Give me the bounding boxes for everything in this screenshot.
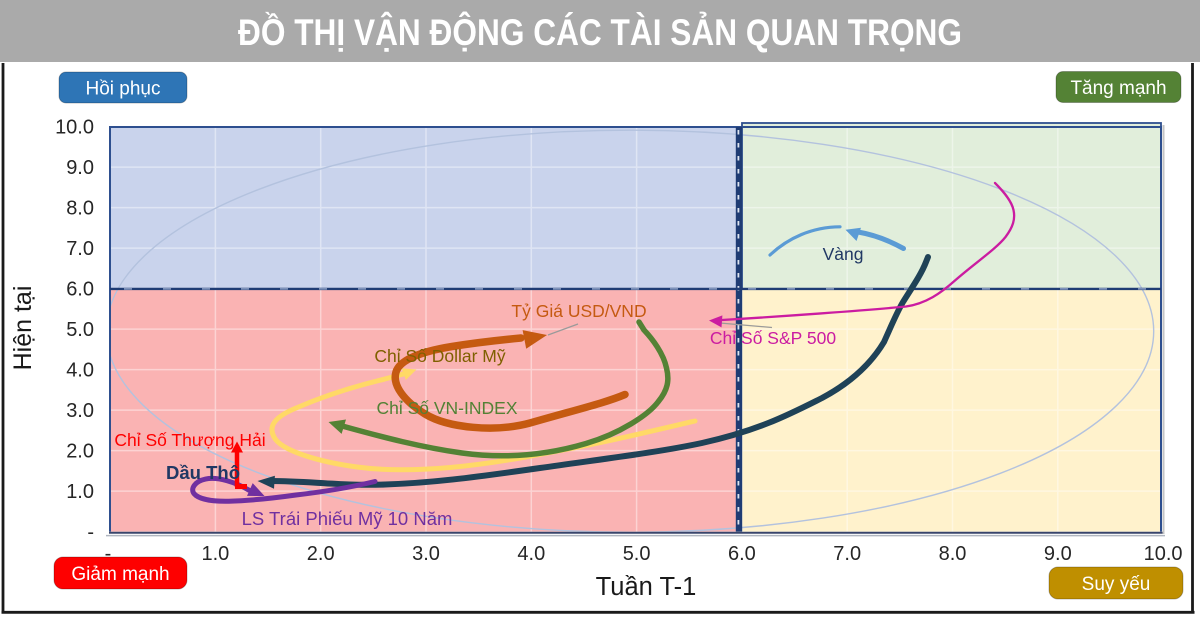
svg-text:Chỉ Số VN-INDEX: Chỉ Số VN-INDEX [376,398,517,418]
svg-text:Hiện tại: Hiện tại [9,286,37,371]
svg-text:9.0: 9.0 [1044,543,1072,565]
svg-text:Vàng: Vàng [823,244,864,264]
svg-text:5.0: 5.0 [66,319,94,341]
svg-text:3.0: 3.0 [66,400,94,422]
svg-text:6.0: 6.0 [728,543,756,565]
svg-text:4.0: 4.0 [66,360,94,382]
svg-text:3.0: 3.0 [412,543,440,565]
svg-text:2.0: 2.0 [307,543,335,565]
svg-text:7.0: 7.0 [833,543,861,565]
svg-text:Suy yếu: Suy yếu [1082,574,1151,595]
svg-text:Tỷ Giá USD/VND: Tỷ Giá USD/VND [511,301,646,321]
svg-text:2.0: 2.0 [66,441,94,463]
svg-text:-: - [105,543,112,565]
svg-text:10.0: 10.0 [55,117,94,139]
svg-text:Chỉ Số Dollar Mỹ: Chỉ Số Dollar Mỹ [374,346,506,366]
svg-text:1.0: 1.0 [66,481,94,503]
svg-text:8.0: 8.0 [66,198,94,220]
svg-text:Dầu Thô: Dầu Thô [166,462,240,483]
svg-text:-: - [87,522,94,544]
svg-text:Hồi phục: Hồi phục [86,79,161,100]
svg-text:Tuần T-1: Tuần T-1 [596,573,697,601]
svg-text:Giảm mạnh: Giảm mạnh [71,564,169,585]
svg-text:1.0: 1.0 [201,543,229,565]
svg-text:ĐỒ THỊ VẬN ĐỘNG CÁC TÀI SẢN QU: ĐỒ THỊ VẬN ĐỘNG CÁC TÀI SẢN QUAN TRỌNG [238,11,962,53]
svg-text:7.0: 7.0 [66,238,94,260]
svg-text:Tăng mạnh: Tăng mạnh [1070,78,1166,99]
svg-text:10.0: 10.0 [1144,543,1183,565]
svg-text:Chỉ Số S&P 500: Chỉ Số S&P 500 [710,328,836,348]
svg-text:9.0: 9.0 [66,157,94,179]
svg-text:Chỉ Số Thượng Hải: Chỉ Số Thượng Hải [114,430,265,450]
svg-text:LS Trái Phiếu Mỹ 10 Năm: LS Trái Phiếu Mỹ 10 Năm [242,508,453,529]
svg-text:6.0: 6.0 [66,279,94,301]
svg-text:5.0: 5.0 [623,543,651,565]
svg-text:4.0: 4.0 [517,543,545,565]
svg-text:8.0: 8.0 [939,543,967,565]
